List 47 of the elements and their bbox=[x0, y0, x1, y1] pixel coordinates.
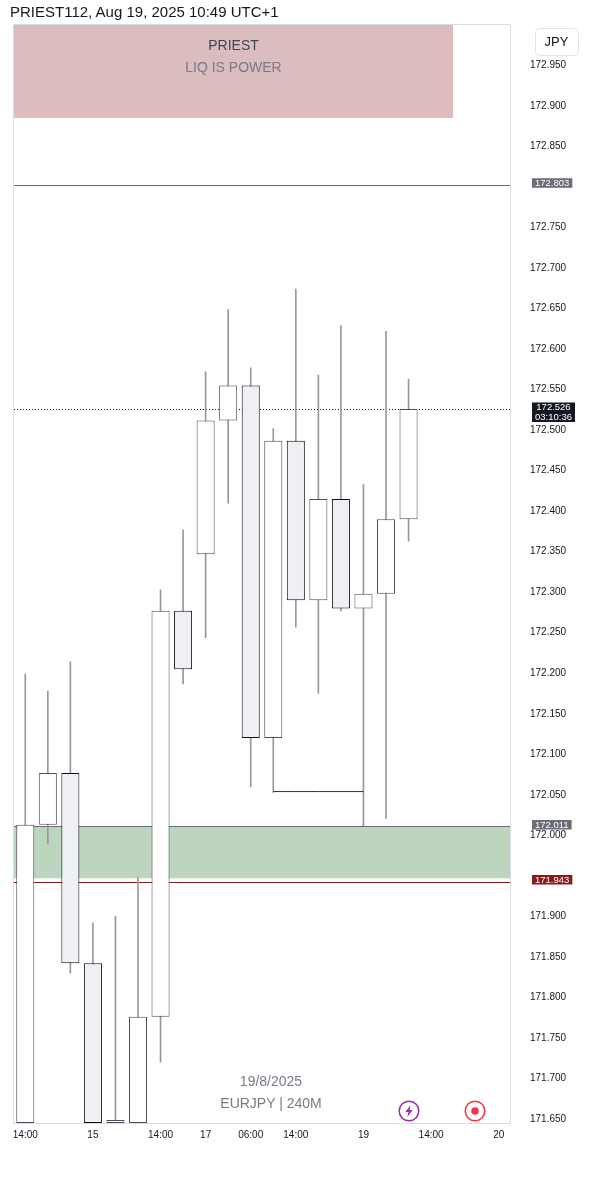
y-tick-label: 171.800 bbox=[530, 991, 567, 1003]
y-tick-label: 172.300 bbox=[530, 585, 567, 597]
y-axis-title: JPY bbox=[544, 34, 569, 50]
ref-line-label: 172.011 bbox=[535, 818, 569, 830]
annotation: 19/8/2025 bbox=[239, 1073, 303, 1089]
y-tick-label: 172.850 bbox=[530, 140, 567, 152]
candlestick bbox=[220, 309, 237, 504]
y-tick-label: 172.400 bbox=[530, 504, 567, 516]
y-tick-label: 172.350 bbox=[530, 545, 567, 557]
chart-title: PRIEST112, Aug 19, 2025 10:49 UTC+1 bbox=[10, 3, 279, 20]
y-tick-label: 172.550 bbox=[530, 383, 567, 395]
x-tick-label: 14:00 bbox=[283, 1128, 309, 1140]
y-tick-label: 172.600 bbox=[530, 342, 567, 354]
y-tick-label: 172.200 bbox=[530, 667, 567, 679]
y-tick-label: 171.750 bbox=[530, 1031, 567, 1043]
y-tick-label: 172.050 bbox=[530, 788, 567, 800]
y-tick-label: 172.500 bbox=[530, 423, 567, 435]
y-tick-label: 171.850 bbox=[530, 950, 567, 962]
x-tick-label: 14:00 bbox=[12, 1128, 39, 1140]
x-tick-label: 15 bbox=[87, 1128, 99, 1140]
x-tick-label: 19 bbox=[357, 1128, 370, 1140]
ref-line-label: 171.943 bbox=[535, 873, 570, 885]
y-tick-label: 172.750 bbox=[530, 221, 567, 233]
candlestick bbox=[376, 330, 396, 819]
y-tick-label: 172.950 bbox=[530, 59, 567, 71]
x-tick-label: 14:00 bbox=[418, 1128, 445, 1140]
y-tick-label: 172.100 bbox=[530, 748, 567, 760]
ref-line-label: 172.526 03:10:36 bbox=[535, 401, 572, 423]
y-tick-label: 171.700 bbox=[530, 1072, 567, 1084]
y-tick-label: 172.700 bbox=[530, 261, 567, 273]
y-tick-label: 172.250 bbox=[530, 626, 567, 638]
y-tick-label: 172.650 bbox=[530, 302, 567, 314]
annotation: LIQ IS POWER bbox=[184, 59, 283, 75]
annotation: PRIEST bbox=[207, 37, 260, 53]
y-tick-label: 172.900 bbox=[530, 99, 567, 111]
y-tick-label: 172.150 bbox=[530, 707, 567, 719]
annotation: EURJPY | 240M bbox=[220, 1095, 322, 1111]
ref-line-label: 172.803 bbox=[535, 176, 570, 188]
banner-box: PRIEST LIQ IS POWER bbox=[14, 25, 453, 118]
x-tick-label: 20 bbox=[493, 1128, 505, 1140]
x-tick-label: 17 bbox=[200, 1128, 212, 1140]
y-tick-label: 172.000 bbox=[530, 829, 567, 841]
x-tick-label: 06:00 bbox=[238, 1128, 264, 1140]
y-tick-label: 171.900 bbox=[530, 910, 567, 922]
y-tick-label: 172.450 bbox=[530, 464, 567, 476]
x-tick-label: 14:00 bbox=[148, 1128, 174, 1140]
y-tick-label: 171.650 bbox=[530, 1112, 567, 1124]
